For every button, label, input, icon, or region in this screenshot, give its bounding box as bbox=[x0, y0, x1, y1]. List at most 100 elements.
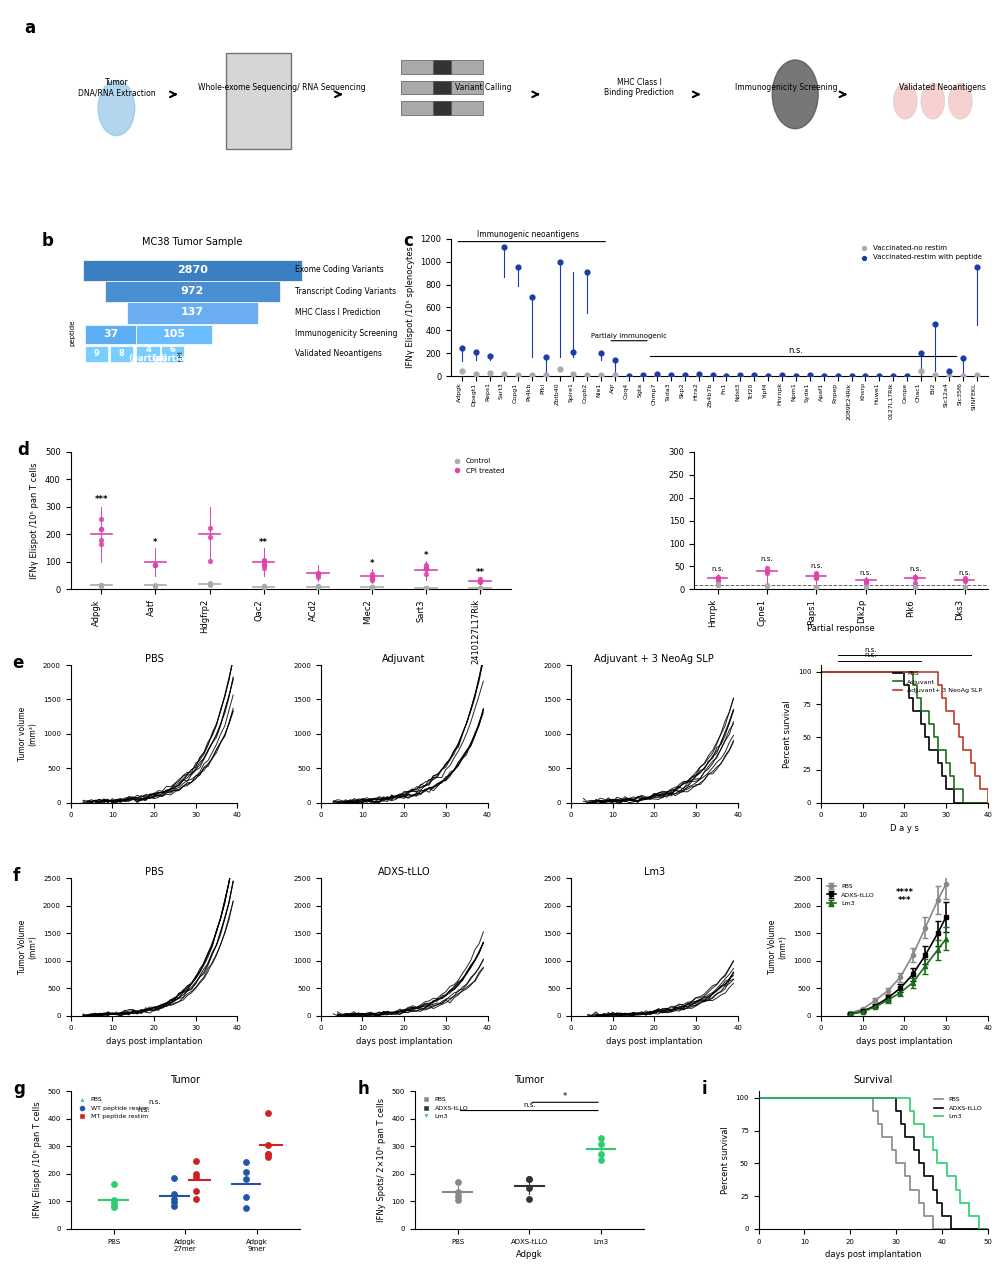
Text: MC38 Tumor Sample: MC38 Tumor Sample bbox=[142, 238, 243, 247]
Point bbox=[260, 1147, 276, 1167]
Circle shape bbox=[98, 81, 135, 136]
Vaccinated-restim with peptide bbox=[551, 251, 568, 271]
Point bbox=[808, 577, 825, 598]
Adjuvant+ 3 NeoAg SLP bbox=[974, 782, 986, 797]
Adjuvant+ 3 NeoAg SLP bbox=[898, 664, 910, 680]
Point bbox=[309, 576, 326, 596]
Adjuvant bbox=[919, 703, 931, 718]
Point bbox=[202, 573, 218, 594]
FancyBboxPatch shape bbox=[136, 325, 212, 344]
Point bbox=[710, 570, 726, 590]
Adjuvant bbox=[828, 664, 840, 680]
PBS bbox=[886, 664, 898, 680]
Text: CPI: CPI bbox=[177, 349, 183, 361]
Point bbox=[759, 561, 775, 581]
Vaccinated-no restim bbox=[969, 365, 985, 385]
Text: MHC Class I Prediction: MHC Class I Prediction bbox=[295, 308, 381, 317]
Text: 8: 8 bbox=[118, 349, 124, 358]
Adjuvant bbox=[840, 664, 852, 680]
Point bbox=[256, 556, 272, 576]
Title: Tumor: Tumor bbox=[514, 1075, 544, 1085]
Text: b: b bbox=[41, 232, 53, 250]
Adjuvant bbox=[894, 664, 906, 680]
PBS bbox=[902, 690, 914, 705]
Adjuvant+ 3 NeoAg SLP bbox=[919, 664, 931, 680]
Point bbox=[710, 575, 726, 595]
Lm3 bbox=[982, 1221, 994, 1236]
Vaccinated-no restim bbox=[801, 365, 817, 385]
Point bbox=[106, 1190, 122, 1211]
Adjuvant bbox=[982, 795, 994, 810]
Text: n.s.: n.s. bbox=[523, 1102, 535, 1107]
Vaccinated-restim with peptide bbox=[801, 365, 817, 385]
Vaccinated-restim with peptide bbox=[955, 348, 971, 369]
Adjuvant+ 3 NeoAg SLP bbox=[911, 664, 923, 680]
Point bbox=[593, 1128, 609, 1148]
Adjuvant bbox=[911, 690, 923, 705]
Adjuvant bbox=[824, 664, 836, 680]
ADXS-tLLO bbox=[982, 1221, 994, 1236]
Adjuvant bbox=[927, 730, 939, 745]
Point bbox=[364, 567, 380, 588]
Point bbox=[858, 576, 874, 596]
Adjuvant bbox=[832, 664, 844, 680]
Text: 2870: 2870 bbox=[177, 265, 208, 275]
Point bbox=[957, 576, 973, 596]
Vaccinated-restim with peptide bbox=[455, 338, 471, 358]
Point bbox=[238, 1152, 254, 1172]
Point bbox=[202, 550, 218, 571]
Point bbox=[710, 571, 726, 591]
ADXS-tLLO bbox=[946, 1221, 958, 1236]
Adjuvant+ 3 NeoAg SLP bbox=[824, 664, 836, 680]
Vaccinated-no restim bbox=[885, 365, 901, 385]
PBS bbox=[803, 1091, 815, 1106]
Point bbox=[256, 554, 272, 575]
Title: Adjuvant + 3 NeoAg SLP: Adjuvant + 3 NeoAg SLP bbox=[595, 654, 714, 664]
Adjuvant+ 3 NeoAg SLP bbox=[907, 664, 919, 680]
Vaccinated-restim with peptide bbox=[760, 365, 776, 385]
Point bbox=[907, 577, 923, 598]
Text: n.s.: n.s. bbox=[138, 1107, 150, 1114]
Adjuvant bbox=[953, 782, 965, 797]
PBS bbox=[978, 795, 990, 810]
Text: Transcript Coding Variants: Transcript Coding Variants bbox=[295, 287, 396, 296]
Legend: PBS, ADXS-tLLO, Lm3: PBS, ADXS-tLLO, Lm3 bbox=[417, 1094, 471, 1121]
Vaccinated-no restim bbox=[510, 365, 526, 385]
Point bbox=[256, 577, 272, 598]
ADXS-tLLO bbox=[904, 1129, 916, 1144]
Point bbox=[147, 575, 163, 595]
Point bbox=[593, 1133, 609, 1153]
PBS bbox=[923, 742, 935, 758]
X-axis label: days post implantation: days post implantation bbox=[825, 1251, 921, 1260]
PBS bbox=[869, 664, 881, 680]
Point bbox=[260, 1103, 276, 1124]
Text: ****: **** bbox=[895, 887, 913, 897]
Point bbox=[256, 549, 272, 570]
Legend: PBS, WT peptide restim, MT peptide restim: PBS, WT peptide restim, MT peptide resti… bbox=[74, 1094, 151, 1121]
Text: MHC Class I
Binding Prediction: MHC Class I Binding Prediction bbox=[605, 78, 674, 97]
ADXS-tLLO bbox=[917, 1169, 929, 1184]
Bar bbox=[227, 52, 290, 150]
Point bbox=[147, 576, 163, 596]
Text: Variant Calling: Variant Calling bbox=[455, 83, 512, 92]
PBS bbox=[940, 782, 953, 797]
Adjuvant+ 3 NeoAg SLP bbox=[849, 664, 861, 680]
Point bbox=[418, 558, 434, 579]
Point bbox=[202, 575, 218, 595]
Point bbox=[521, 1188, 537, 1208]
Adjuvant+ 3 NeoAg SLP bbox=[931, 677, 943, 692]
Point bbox=[710, 567, 726, 588]
Line: PBS: PBS bbox=[758, 1098, 988, 1229]
Point bbox=[364, 577, 380, 598]
Vaccinated-no restim bbox=[788, 365, 804, 385]
Vaccinated-no restim bbox=[676, 365, 692, 385]
PBS bbox=[849, 664, 861, 680]
Adjuvant+ 3 NeoAg SLP bbox=[828, 664, 840, 680]
Vaccinated-no restim bbox=[594, 365, 610, 385]
Adjuvant bbox=[974, 795, 986, 810]
Point bbox=[521, 1169, 537, 1189]
Point bbox=[710, 575, 726, 595]
Adjuvant bbox=[970, 795, 982, 810]
Point bbox=[309, 563, 326, 584]
Text: n.s.: n.s. bbox=[865, 646, 877, 653]
